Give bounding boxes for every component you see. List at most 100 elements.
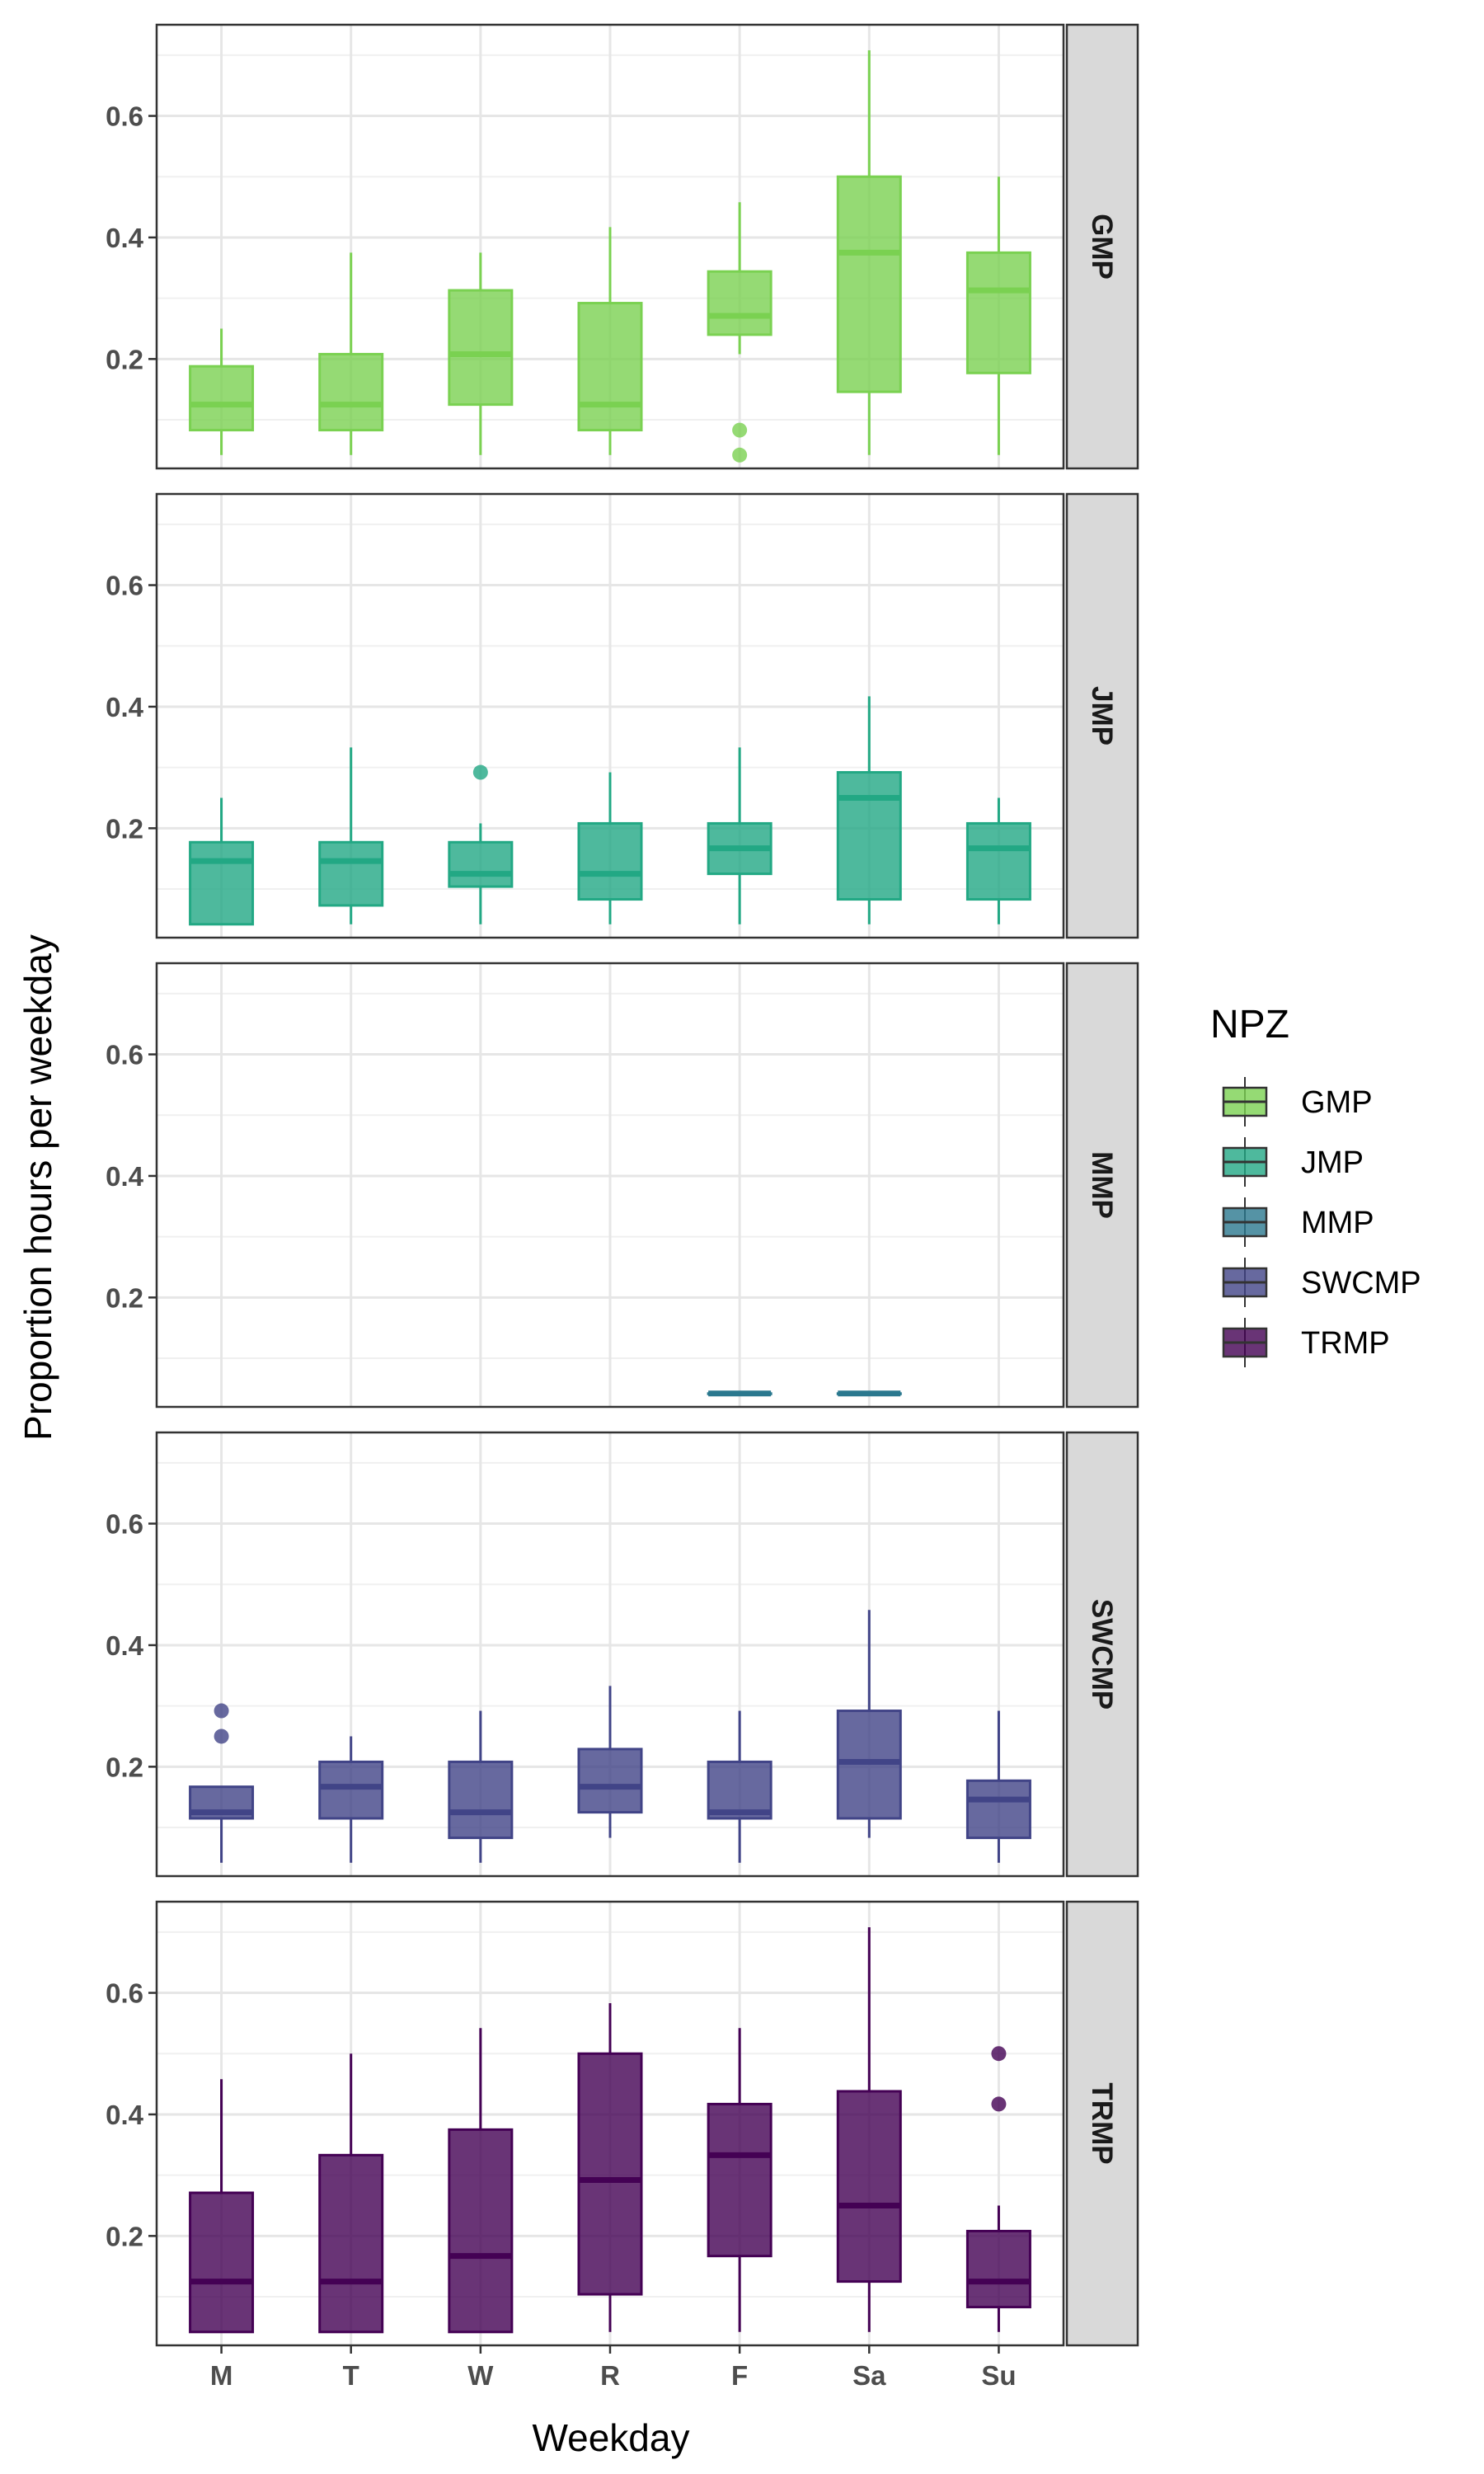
box-jmp-su (965, 797, 1031, 924)
legend-item-gmp: GMP (1222, 1077, 1373, 1126)
x-tick-label: W (467, 2360, 494, 2391)
outlier-point (732, 422, 748, 438)
panel-mmp: 0.2 0.4 0.6 MMP (106, 962, 1139, 1409)
box-iqr (707, 270, 773, 336)
panel-border (155, 1431, 1065, 1878)
legend-label: JMP (1301, 1145, 1364, 1180)
facet-strip (1065, 1900, 1139, 2347)
x-axis-title: Weekday (533, 2416, 690, 2459)
x-tick-label: M (210, 2360, 233, 2391)
panel-gmp: 0.2 0.4 0.6 GMP (106, 23, 1139, 470)
box-jmp-sa (836, 696, 902, 924)
y-tick-label: 0.4 (106, 1161, 144, 1192)
box-iqr (318, 840, 384, 907)
box-trmp-su (965, 2046, 1031, 2332)
facet-strip (1065, 23, 1139, 470)
x-tick-label: F (731, 2360, 748, 2391)
box-iqr (707, 2102, 773, 2258)
box-gmp-m (189, 328, 255, 455)
facet-strip-label: MMP (1086, 1151, 1118, 1219)
legend-item-trmp: TRMP (1222, 1318, 1390, 1367)
x-tick-label: R (600, 2360, 620, 2391)
outlier-point (991, 2046, 1007, 2062)
box-iqr (836, 771, 902, 901)
box-iqr (707, 1760, 773, 1820)
facet-strip-label: JMP (1086, 686, 1118, 745)
box-trmp-f (707, 2028, 773, 2332)
box-jmp-f (707, 747, 773, 924)
facet-strip-label: TRMP (1086, 2082, 1118, 2164)
box-iqr (189, 840, 255, 926)
box-gmp-su (965, 176, 1031, 455)
box-iqr (577, 1747, 643, 1814)
x-axis: M T W R F Sa Su (210, 2345, 1017, 2391)
box-iqr (189, 365, 255, 432)
box-iqr (577, 2052, 643, 2296)
y-tick-label: 0.6 (106, 1509, 143, 1540)
box-swcmp-w (448, 1710, 514, 1863)
box-iqr (577, 302, 643, 432)
legend-label: TRMP (1301, 1326, 1390, 1361)
y-tick-label: 0.2 (106, 1752, 143, 1782)
panel-jmp: 0.2 0.4 0.6 JMP (106, 492, 1139, 939)
panel-border (155, 492, 1065, 939)
box-iqr (836, 2090, 902, 2284)
x-tick-label: T (343, 2360, 359, 2391)
box-swcmp-m (189, 1703, 255, 1863)
box-trmp-t (318, 2053, 384, 2334)
box-iqr (318, 1760, 384, 1820)
box-iqr (318, 2153, 384, 2334)
box-mmp-sa (836, 1390, 902, 1397)
legend-label: GMP (1301, 1085, 1373, 1120)
legend-title: NPZ (1210, 1003, 1289, 1047)
outlier-point (214, 1703, 229, 1719)
legend-item-mmp: MMP (1222, 1197, 1374, 1247)
box-gmp-f (707, 202, 773, 463)
box-iqr (318, 352, 384, 432)
panel-trmp: 0.2 0.4 0.6 TRMP (106, 1900, 1139, 2347)
box-iqr (448, 1760, 514, 1840)
y-tick-label: 0.2 (106, 344, 143, 374)
panels: 0.20.40.6GMP0.20.40.6JMP0.20.40.6MMP0.20… (106, 23, 1139, 2347)
y-tick-label: 0.4 (106, 2100, 144, 2130)
legend-label: SWCMP (1301, 1266, 1421, 1300)
box-gmp-r (577, 227, 643, 455)
facet-strip (1065, 492, 1139, 939)
box-iqr (965, 2229, 1031, 2309)
box-swcmp-f (707, 1710, 773, 1863)
box-gmp-t (318, 252, 384, 455)
y-tick-label: 0.6 (106, 1040, 143, 1070)
box-swcmp-t (318, 1736, 384, 1863)
facet-strip-label: SWCMP (1086, 1599, 1118, 1710)
box-trmp-sa (836, 1926, 902, 2332)
box-iqr (189, 2191, 255, 2334)
box-trmp-r (577, 2003, 643, 2332)
y-tick-label: 0.2 (106, 813, 143, 844)
y-axis-title: Proportion hours per weekday (16, 934, 59, 1441)
y-tick-label: 0.4 (106, 1630, 144, 1661)
facet-strip (1065, 1431, 1139, 1878)
y-tick-label: 0.6 (106, 101, 143, 132)
box-swcmp-su (965, 1710, 1031, 1863)
box-jmp-w (448, 764, 514, 924)
legend: NPZ GMP JMP MMP SWCMP TRMP (1210, 1003, 1421, 1367)
facet-strip (1065, 962, 1139, 1409)
y-tick-label: 0.4 (106, 223, 144, 253)
panel-border (155, 23, 1065, 470)
y-tick-label: 0.2 (106, 2221, 143, 2251)
box-trmp-w (448, 2028, 514, 2334)
panel-border (155, 962, 1065, 1409)
panel-swcmp: 0.2 0.4 0.6 SWCMP (106, 1431, 1139, 1878)
box-gmp-sa (836, 49, 902, 455)
outlier-point (472, 764, 488, 780)
box-swcmp-r (577, 1686, 643, 1838)
outlier-point (991, 2096, 1007, 2112)
box-iqr (448, 289, 514, 407)
box-iqr (836, 175, 902, 393)
y-tick-label: 0.6 (106, 1978, 143, 2009)
box-trmp-m (189, 2079, 255, 2334)
x-tick-label: Sa (852, 2360, 886, 2391)
box-iqr (448, 2128, 514, 2334)
box-jmp-r (577, 772, 643, 924)
